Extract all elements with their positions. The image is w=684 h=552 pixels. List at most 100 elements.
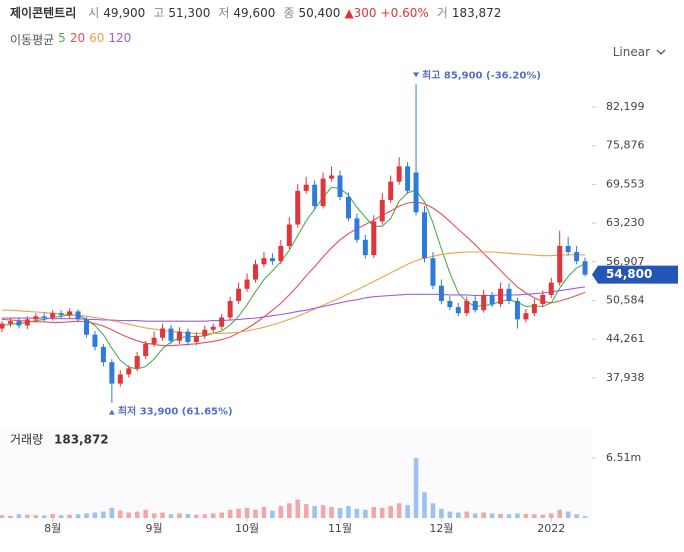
volume-last: 183,872 [54,433,109,447]
candle-body [557,245,563,283]
candle-body [523,313,529,320]
high-annotation: 최고 85,900 (-36.20%) [422,68,541,81]
volume-label: 거 [436,6,448,20]
volume-bar [472,513,478,518]
volume-bar [346,506,351,518]
candle-body [202,329,208,336]
ma-legend-item[interactable]: 5 [58,31,66,45]
y-tick-label: 63,230 [606,216,645,229]
volume-bar [464,511,470,518]
volume-bar [0,515,5,518]
candle-body [531,304,537,314]
volume-bar [506,514,512,518]
candle-body [168,328,174,341]
volume-bar [379,507,385,518]
candle-body [193,335,199,343]
volume-bar [312,506,317,518]
y-tick-label: 56,907 [606,255,645,268]
candle-body [540,294,546,305]
volume-bar [388,506,393,518]
candle-body [464,300,470,314]
candle-body [303,184,309,191]
y-tick-label: 82,199 [606,100,645,113]
candle-body [117,374,123,384]
volume-bar [210,513,216,518]
candle-body [320,178,326,207]
volume-value: 183,872 [451,6,502,20]
ma-line [1,186,586,370]
candle-body [312,184,318,207]
close-value: 50,400 [298,6,341,20]
candle-body [506,288,512,301]
candle-body [92,334,98,347]
candle-body [219,317,225,327]
candle-body [109,362,115,384]
volume-bar [126,512,132,518]
volume-bar [481,512,486,518]
candle-body [236,288,242,301]
volume-bar [33,515,39,518]
candle-body [24,319,30,326]
x-tick-label: 8월 [44,522,61,535]
volume-bar [75,514,81,518]
volume-bar [489,513,495,518]
volume-bar [253,509,258,518]
volume-bar [540,514,546,518]
volume-bar [548,513,554,518]
volume-bar [337,507,343,518]
volume-bar [523,513,529,518]
ma-legend-item[interactable]: 20 [69,31,86,45]
candle-body [185,331,191,343]
candle-body [481,294,487,311]
candle-body [422,212,427,259]
candle-body [7,321,13,324]
candle-body [227,300,233,318]
volume-tick-label: 6.51m [606,451,641,464]
volume-bar [160,512,165,518]
scale-select[interactable]: Linear [613,45,666,59]
candle-body [151,337,157,344]
y-tick-label: 50,584 [606,293,645,306]
candle-body [489,294,495,305]
candle-body [0,323,5,329]
candle-body [396,166,402,182]
ma-legend-item[interactable]: 60 [89,31,105,45]
volume-bar [405,505,410,518]
change: ▲300 [344,6,377,20]
price-tag [592,265,678,284]
candle-body [210,326,216,330]
candle-body [100,346,106,363]
volume-bar [168,514,174,518]
volume-bar [363,509,368,518]
volume-bar [8,515,13,518]
x-tick-label: 10월 [235,522,259,535]
volume-bar [185,513,191,518]
candle-body [176,331,182,341]
candle-body [244,279,250,289]
volume-bar [67,514,72,518]
x-tick-label: 11월 [328,522,352,535]
volume-bar [92,512,98,518]
ma-title: 이동평균 [10,33,55,47]
x-tick-label: 12월 [429,522,453,535]
low-marker [108,409,115,415]
volume-bar [177,513,182,518]
volume-bar [413,458,419,518]
candle-body [447,300,453,308]
candle-body [438,285,444,301]
ma-legend[interactable]: 이동평균 5 20 60 120 [10,31,131,48]
ma-legend-item[interactable]: 120 [108,31,132,45]
volume-bar [101,511,106,518]
candle-body [498,288,504,305]
volume-bar [329,506,334,518]
volume-bar [582,516,588,518]
volume-bar [84,513,89,518]
candle-body [84,319,89,335]
candle-body [67,311,73,316]
volume-bar [430,503,436,518]
low-value: 49,600 [233,6,276,20]
header: 제이콘텐트리 시 49,900 고 51,300 저 49,600 종 50,4… [10,4,501,21]
candle-body [269,258,275,262]
volume-bar [278,506,284,518]
volume-bar [25,514,30,518]
